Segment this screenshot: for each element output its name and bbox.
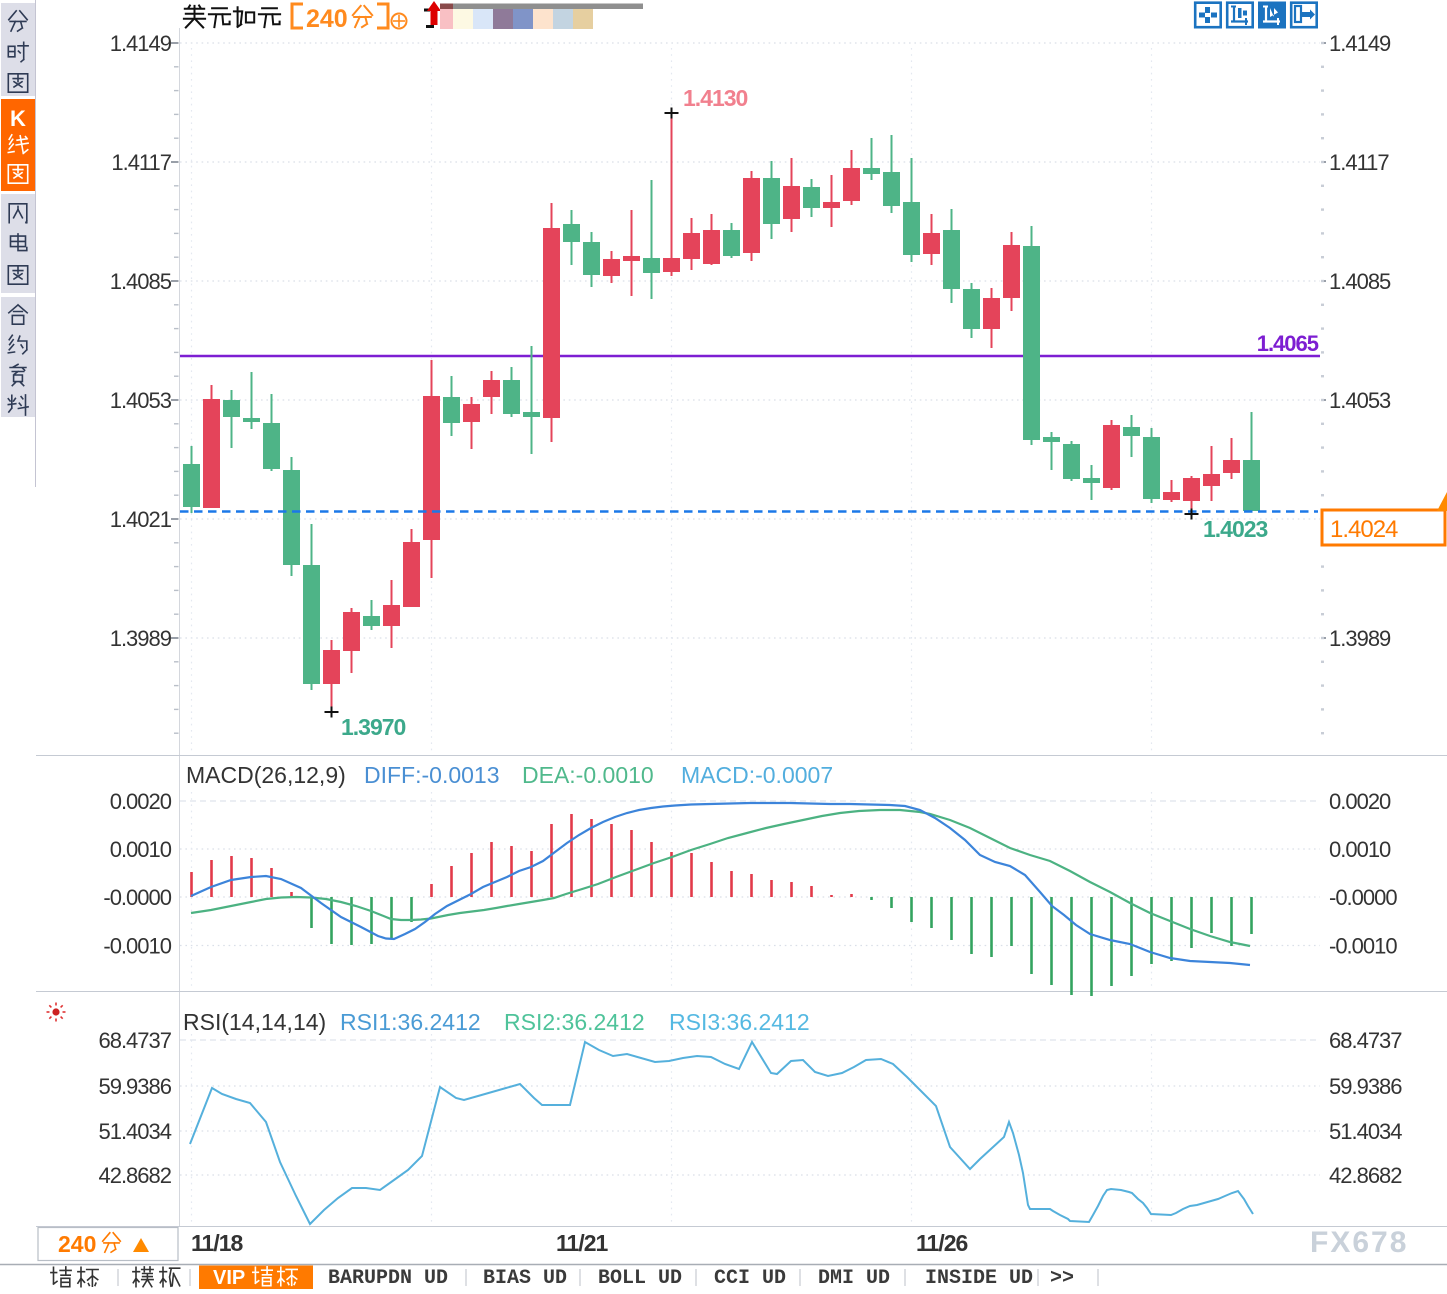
svg-text:>>: >> [1050,1267,1074,1289]
svg-text:68.4737: 68.4737 [1329,1028,1402,1053]
svg-text:1.4149: 1.4149 [1329,31,1391,56]
svg-text:51.4034: 51.4034 [1329,1119,1402,1144]
svg-text:DEA:-0.0010: DEA:-0.0010 [522,762,654,788]
svg-text:BIAS UD: BIAS UD [483,1267,567,1289]
svg-text:0.0010: 0.0010 [1329,837,1391,862]
svg-text:RSI(14,14,14): RSI(14,14,14) [183,1009,326,1035]
svg-text:-0.0000: -0.0000 [1329,885,1397,910]
svg-text:240: 240 [306,5,348,33]
svg-text:1.4024: 1.4024 [1330,516,1398,543]
svg-text:0.0020: 0.0020 [1329,789,1391,814]
svg-text:1.4085: 1.4085 [110,269,172,294]
svg-text:11/21: 11/21 [556,1230,608,1256]
svg-text:FX678: FX678 [1310,1226,1408,1259]
svg-text:42.8682: 42.8682 [1329,1163,1402,1188]
svg-text:1.4021: 1.4021 [110,507,172,532]
svg-text:DMI UD: DMI UD [818,1267,890,1289]
svg-text:1.4149: 1.4149 [110,31,172,56]
svg-text:59.9386: 59.9386 [98,1074,171,1099]
svg-text:1.4053: 1.4053 [110,388,172,413]
svg-text:1.4065: 1.4065 [1257,331,1319,356]
svg-text:42.8682: 42.8682 [98,1163,171,1188]
svg-text:BARUPDN UD: BARUPDN UD [328,1267,448,1289]
svg-text:11/26: 11/26 [916,1230,967,1256]
svg-text:59.9386: 59.9386 [1329,1074,1402,1099]
svg-text:-0.0010: -0.0010 [103,934,171,959]
svg-text:K: K [10,106,26,131]
svg-text:1.4085: 1.4085 [1329,269,1391,294]
svg-text:DIFF:-0.0013: DIFF:-0.0013 [364,762,500,788]
svg-text:MACD:-0.0007: MACD:-0.0007 [681,762,833,788]
svg-text:MACD(26,12,9): MACD(26,12,9) [186,762,346,788]
svg-text:INSIDE UD: INSIDE UD [925,1267,1033,1289]
svg-text:CCI UD: CCI UD [714,1267,786,1289]
svg-text:-0.0010: -0.0010 [1329,934,1397,959]
svg-text:0.0010: 0.0010 [110,837,172,862]
svg-text:1.4130: 1.4130 [683,85,748,111]
svg-text:RSI2:36.2412: RSI2:36.2412 [504,1009,645,1035]
svg-text:RSI3:36.2412: RSI3:36.2412 [669,1009,810,1035]
svg-text:68.4737: 68.4737 [98,1028,171,1053]
svg-text:RSI1:36.2412: RSI1:36.2412 [340,1009,481,1035]
svg-text:11/18: 11/18 [191,1230,243,1256]
svg-text:1.4117: 1.4117 [111,150,171,175]
svg-text:VIP: VIP [213,1267,245,1289]
svg-text:51.4034: 51.4034 [98,1119,171,1144]
svg-text:1.3989: 1.3989 [1329,626,1391,651]
svg-text:0.0020: 0.0020 [110,789,172,814]
svg-text:240: 240 [58,1231,96,1257]
svg-text:-0.0000: -0.0000 [103,885,171,910]
svg-text:1.4117: 1.4117 [1329,150,1389,175]
svg-text:1.4023: 1.4023 [1203,516,1268,542]
svg-text:1.4053: 1.4053 [1329,388,1391,413]
svg-text:BOLL UD: BOLL UD [598,1267,682,1289]
svg-text:1.3970: 1.3970 [341,714,406,740]
svg-text:1.3989: 1.3989 [110,626,172,651]
